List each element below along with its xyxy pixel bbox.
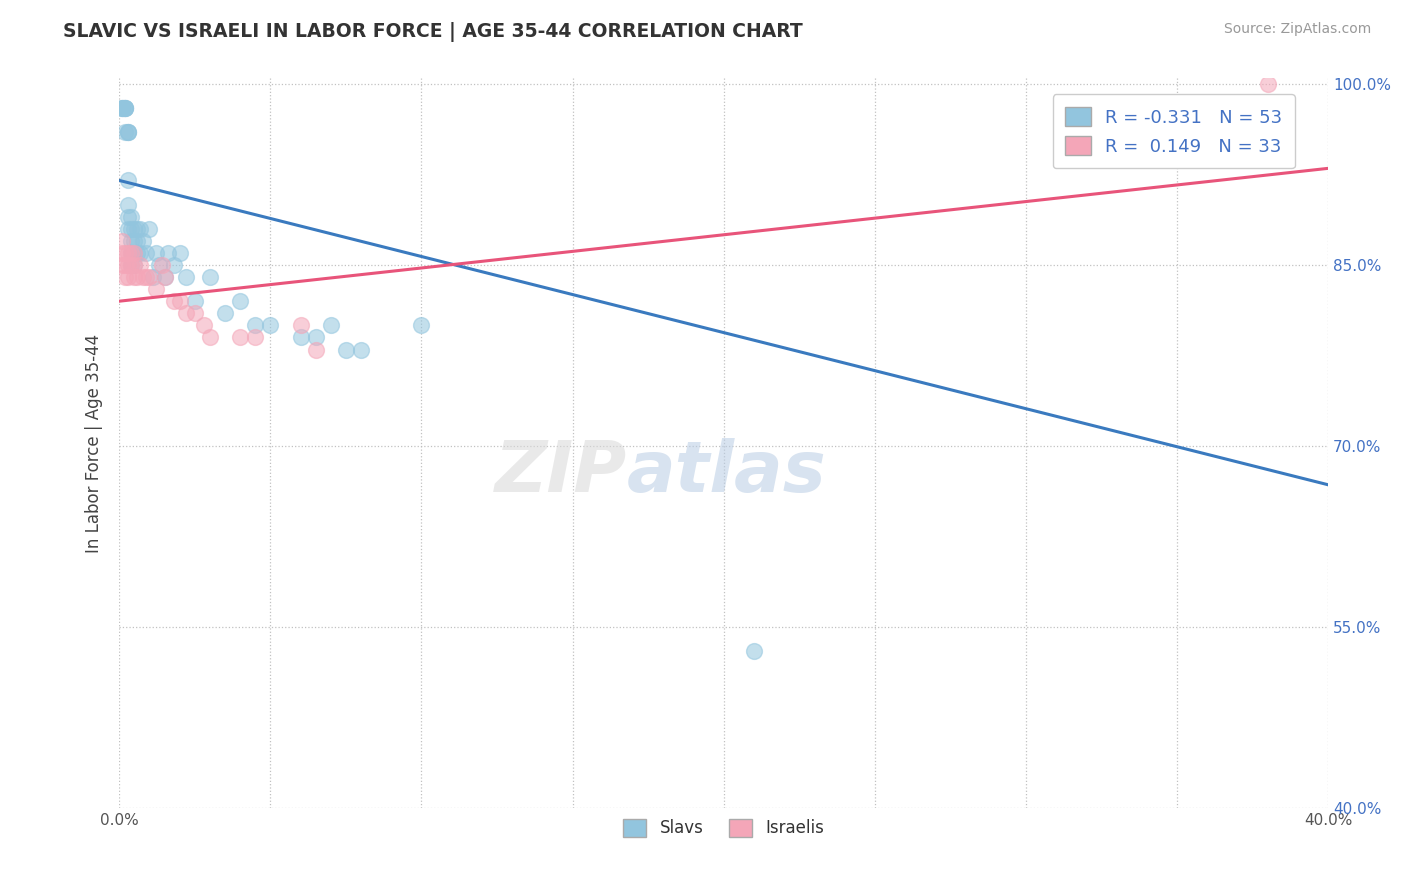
- Point: [127, 234, 149, 248]
- Point: [129, 246, 152, 260]
- Point: [111, 234, 134, 248]
- Point: [129, 258, 152, 272]
- Point: [114, 125, 136, 139]
- Point: [120, 221, 142, 235]
- Point: [742, 644, 765, 658]
- Point: [335, 343, 357, 357]
- Point: [120, 246, 142, 260]
- Point: [114, 101, 136, 115]
- Point: [120, 258, 142, 272]
- Point: [117, 125, 139, 139]
- Point: [229, 330, 252, 344]
- Point: [111, 101, 134, 115]
- Legend: Slavs, Israelis: Slavs, Israelis: [616, 812, 831, 844]
- Point: [174, 306, 197, 320]
- Text: ZIP: ZIP: [495, 438, 627, 507]
- Point: [117, 210, 139, 224]
- Point: [138, 270, 160, 285]
- Point: [114, 101, 136, 115]
- Y-axis label: In Labor Force | Age 35-44: In Labor Force | Age 35-44: [86, 334, 103, 553]
- Point: [114, 101, 136, 115]
- Point: [117, 125, 139, 139]
- Point: [120, 246, 142, 260]
- Text: SLAVIC VS ISRAELI IN LABOR FORCE | AGE 35-44 CORRELATION CHART: SLAVIC VS ISRAELI IN LABOR FORCE | AGE 3…: [63, 22, 803, 42]
- Point: [305, 343, 328, 357]
- Point: [111, 101, 134, 115]
- Point: [124, 234, 146, 248]
- Point: [138, 221, 160, 235]
- Point: [153, 270, 176, 285]
- Point: [124, 258, 146, 272]
- Point: [124, 221, 146, 235]
- Point: [135, 270, 157, 285]
- Point: [127, 270, 149, 285]
- Point: [132, 270, 155, 285]
- Point: [117, 246, 139, 260]
- Point: [184, 294, 207, 309]
- Point: [114, 270, 136, 285]
- Point: [124, 270, 146, 285]
- Point: [111, 258, 134, 272]
- Point: [290, 318, 312, 333]
- Point: [129, 221, 152, 235]
- Point: [127, 246, 149, 260]
- Point: [163, 294, 186, 309]
- Point: [124, 246, 146, 260]
- Point: [174, 270, 197, 285]
- Point: [124, 246, 146, 260]
- Point: [259, 318, 281, 333]
- Point: [127, 221, 149, 235]
- Point: [135, 246, 157, 260]
- Text: Source: ZipAtlas.com: Source: ZipAtlas.com: [1223, 22, 1371, 37]
- Point: [117, 258, 139, 272]
- Point: [117, 197, 139, 211]
- Point: [114, 258, 136, 272]
- Point: [305, 330, 328, 344]
- Point: [319, 318, 342, 333]
- Point: [153, 270, 176, 285]
- Point: [198, 270, 221, 285]
- Point: [169, 246, 191, 260]
- Point: [350, 343, 373, 357]
- Point: [290, 330, 312, 344]
- Point: [198, 330, 221, 344]
- Point: [117, 221, 139, 235]
- Point: [111, 246, 134, 260]
- Point: [411, 318, 433, 333]
- Point: [120, 210, 142, 224]
- Point: [156, 246, 179, 260]
- Point: [229, 294, 252, 309]
- Point: [132, 234, 155, 248]
- Point: [114, 101, 136, 115]
- Text: atlas: atlas: [627, 438, 827, 507]
- Point: [145, 282, 167, 296]
- Point: [214, 306, 236, 320]
- Point: [184, 306, 207, 320]
- Point: [163, 258, 186, 272]
- Point: [169, 294, 191, 309]
- Point: [120, 234, 142, 248]
- Point: [145, 246, 167, 260]
- Point: [141, 270, 163, 285]
- Point: [117, 125, 139, 139]
- Point: [150, 258, 173, 272]
- Point: [148, 258, 170, 272]
- Point: [117, 173, 139, 187]
- Point: [245, 318, 267, 333]
- Point: [124, 258, 146, 272]
- Point: [117, 270, 139, 285]
- Point: [114, 246, 136, 260]
- Point: [193, 318, 215, 333]
- Point: [245, 330, 267, 344]
- Point: [1257, 77, 1279, 91]
- Point: [111, 101, 134, 115]
- Point: [120, 258, 142, 272]
